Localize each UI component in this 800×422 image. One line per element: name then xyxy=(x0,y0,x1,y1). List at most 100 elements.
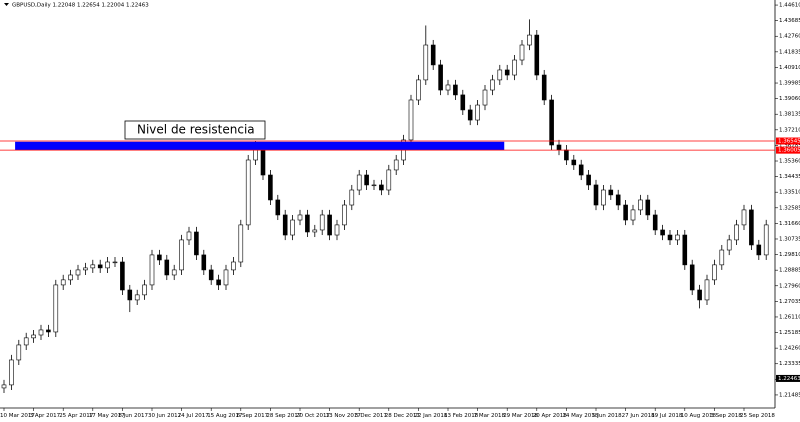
annotation-box xyxy=(124,120,266,140)
x-tick-label: 17 May 2017 xyxy=(89,413,125,419)
y-tick-label: 1.42760 xyxy=(779,34,800,40)
y-tick-label: 1.29810 xyxy=(779,252,800,258)
candle-body xyxy=(416,79,421,101)
candle-body xyxy=(245,159,251,226)
x-tick-label: 10 Mar 2017 xyxy=(0,413,35,419)
candle-body xyxy=(238,224,244,263)
x-tick-label: 20 Oct 2017 xyxy=(296,413,331,419)
candle-body xyxy=(623,204,628,221)
candle-body xyxy=(112,261,118,264)
candle-body xyxy=(682,234,688,266)
candle-body xyxy=(689,264,695,291)
x-tick-label: 28 Sep 2017 xyxy=(266,413,301,419)
candle-body xyxy=(615,194,621,206)
candles xyxy=(1,19,769,393)
candle-body xyxy=(46,329,51,333)
candle-body xyxy=(53,284,59,333)
candle-body xyxy=(630,209,636,221)
resistance-zone xyxy=(15,141,505,151)
candle-body xyxy=(97,264,103,269)
candle-body xyxy=(9,359,14,386)
candle-body xyxy=(297,214,303,221)
x-tick-label: 3 Sep 2018 xyxy=(710,413,742,419)
y-tick-label: 1.33510 xyxy=(779,190,800,196)
candle-body xyxy=(608,189,614,196)
candle-body xyxy=(504,69,510,76)
y-tick-label: 1.24260 xyxy=(779,346,800,352)
candle-body xyxy=(275,199,281,216)
y-tick-label: 1.44610 xyxy=(779,3,800,9)
candle-body xyxy=(734,224,739,241)
x-tick-label: 6 Sep 2017 xyxy=(237,413,269,419)
level-label: 1.36545 xyxy=(778,139,800,145)
candle-body xyxy=(364,174,369,186)
candle-body xyxy=(16,344,22,361)
annotation: Nivel de resistencia xyxy=(137,123,255,137)
y-tick-label: 1.25185 xyxy=(779,330,800,336)
candle-body xyxy=(645,199,651,216)
x-tick-label: 25 Apr 2017 xyxy=(59,413,94,419)
candle-body xyxy=(23,337,29,346)
y-tick-label: 1.40910 xyxy=(779,65,800,71)
y-tick-label: 1.27035 xyxy=(779,299,800,305)
candle-body xyxy=(660,229,665,236)
candle-body xyxy=(763,224,769,256)
x-tick-label: 30 Jun 2017 xyxy=(148,413,182,419)
candle-body xyxy=(312,229,318,233)
candle-body xyxy=(38,329,44,336)
x-tick-label: 13 Nov 2017 xyxy=(326,413,362,419)
candle-body xyxy=(127,289,133,301)
y-tick-label: 1.38135 xyxy=(779,112,800,118)
y-tick-label: 1.26110 xyxy=(779,314,800,320)
candle-body xyxy=(556,144,562,151)
candle-body xyxy=(179,239,184,271)
candle-body xyxy=(208,269,214,281)
candle-body xyxy=(571,159,577,166)
candle-body xyxy=(438,64,443,91)
candle-body xyxy=(194,231,199,256)
candle-body xyxy=(1,384,7,389)
candle-body xyxy=(467,109,473,121)
candle-body xyxy=(726,239,732,251)
candle-body xyxy=(157,254,162,261)
x-tick-label: 7 Mar 2018 xyxy=(474,413,506,419)
candle-body xyxy=(379,184,384,191)
candle-body xyxy=(712,264,717,281)
level-label-box xyxy=(776,146,800,154)
x-tick-label: 8 Jun 2017 xyxy=(118,413,148,419)
candle-body xyxy=(68,274,73,281)
y-tick-label: 1.35360 xyxy=(779,159,800,165)
candle-body xyxy=(164,259,170,276)
x-tick-label: 27 Jun 2018 xyxy=(622,413,656,419)
candle-body xyxy=(305,214,310,233)
candle-body xyxy=(704,279,710,301)
x-tick-label: 24 Jul 2017 xyxy=(178,413,210,419)
x-tick-label: 22 Jan 2018 xyxy=(414,413,447,419)
y-tick-label: 1.39985 xyxy=(779,81,800,87)
y-tick-label: 1.27960 xyxy=(779,283,800,289)
candle-body xyxy=(134,294,140,301)
candle-body xyxy=(675,234,680,241)
candle-body xyxy=(253,149,258,161)
x-tick-label: 28 Dec 2017 xyxy=(385,413,421,419)
y-tick-label: 1.39060 xyxy=(779,96,800,102)
candle-body xyxy=(260,149,266,176)
candle-body xyxy=(445,84,451,91)
candle-body xyxy=(601,189,606,206)
x-tick-label: 5 Jun 2018 xyxy=(592,413,622,419)
candle-body xyxy=(578,164,584,176)
candle-body xyxy=(549,99,554,146)
candle-body xyxy=(527,34,532,46)
y-tick-label: 1.36285 xyxy=(779,143,800,149)
y-tick-label: 1.28885 xyxy=(779,268,800,274)
candle-body xyxy=(638,199,643,211)
candle-body xyxy=(231,261,236,271)
candle-body xyxy=(75,269,81,276)
candle-body xyxy=(342,204,347,226)
candle-body xyxy=(593,184,599,206)
candle-body xyxy=(334,224,340,236)
candle-body xyxy=(541,74,547,101)
candle-body xyxy=(497,69,503,81)
candle-body xyxy=(201,254,207,271)
